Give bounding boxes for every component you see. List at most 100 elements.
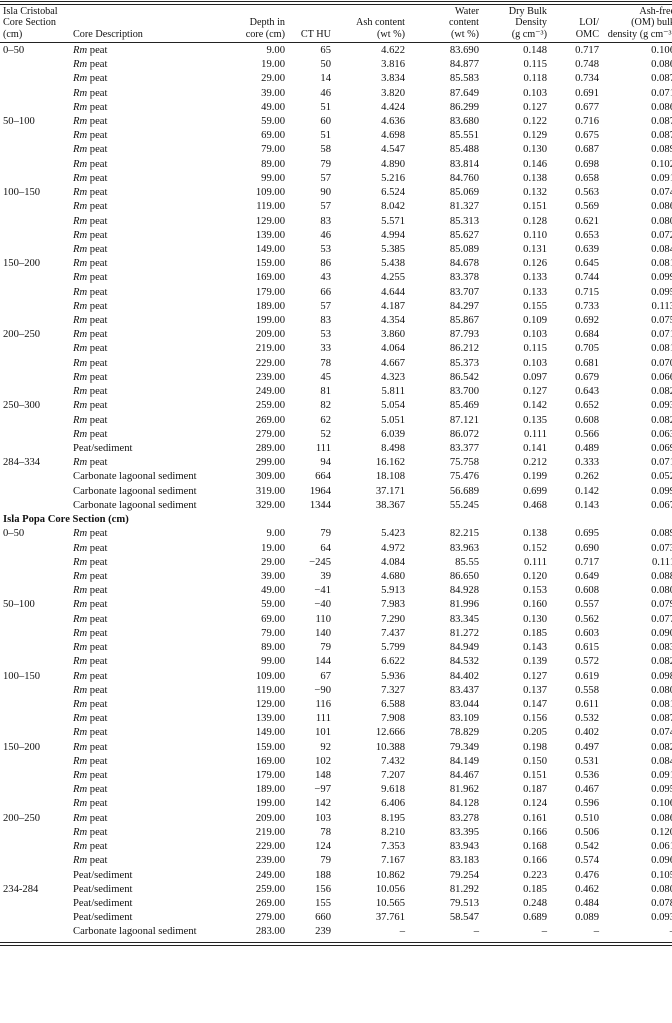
cell-ash-free: 0.095	[651, 286, 672, 298]
cell-loi-omc: 0.542	[575, 841, 599, 853]
cell-dry-bulk: 0.147	[523, 698, 547, 710]
cell-depth: 269.00	[255, 414, 285, 426]
table-row: Rm peat 229.00 124 7.353 83.943 0.168 0.542 0.0…	[0, 840, 672, 854]
description-text: Rm peat	[73, 329, 108, 341]
cell-ash-free: 0.078	[651, 898, 672, 910]
cell-section	[0, 172, 70, 186]
cell-loi-omc: 0.262	[575, 471, 599, 483]
description-text: Rm peat	[73, 428, 108, 440]
cell-dry-bulk: 0.155	[523, 300, 547, 312]
cell-ash-free: 0.113	[651, 300, 672, 312]
cell-depth: 299.00	[255, 457, 285, 469]
cell-water: 85.313	[449, 215, 479, 227]
table-row: Rm peat 169.00 102 7.432 84.149 0.150 0.531 0.0…	[0, 755, 672, 769]
cell-description: Rm peat	[70, 598, 224, 612]
description-text: Rm peat	[73, 656, 108, 668]
cell-ash-free: 0.080	[651, 684, 672, 696]
cell-section	[0, 755, 70, 769]
cell-ash-free: 0.086	[651, 59, 672, 71]
cell-water: 81.327	[449, 201, 479, 213]
cell-loi-omc: 0.557	[575, 599, 599, 611]
cell-water: 79.349	[449, 741, 479, 753]
header-depth: Depth in core (cm)	[245, 17, 285, 40]
cell-depth: 179.00	[255, 770, 285, 782]
cell-description: Rm peat	[70, 698, 224, 712]
top-rule-outer	[0, 1, 672, 2]
bottom-rule-inner	[0, 942, 672, 943]
cell-ash-free: 0.096	[651, 855, 672, 867]
cell-ct-hu: 1344	[309, 499, 331, 511]
cell-section	[0, 485, 70, 499]
table-row: 150–200 Rm peat 159.00 86 5.438 84.678 0.126 0.…	[0, 257, 672, 271]
cell-dry-bulk: 0.138	[523, 528, 547, 540]
description-text: Rm peat	[73, 585, 108, 597]
cell-section	[0, 684, 70, 698]
cell-ash: 7.167	[381, 855, 405, 867]
cell-ash-free: 0.106	[651, 44, 672, 56]
cell-loi-omc: 0.687	[575, 144, 599, 156]
cell-dry-bulk: 0.103	[523, 329, 547, 341]
table-row: Rm peat 219.00 78 8.210 83.395 0.166 0.506 0.12…	[0, 826, 672, 840]
cell-ct-hu: 111	[315, 443, 331, 455]
description-text: Rm peat	[73, 457, 108, 469]
cell-depth: 9.00	[266, 44, 285, 56]
cell-loi-omc: 0.497	[575, 741, 599, 753]
cell-section: 50–100	[3, 115, 35, 127]
cell-ct-hu: 1964	[309, 485, 331, 497]
cell-ash: 5.438	[381, 258, 405, 270]
cell-ash-free: 0.084	[651, 755, 672, 767]
cell-description: Rm peat	[70, 271, 224, 285]
cell-ash-free: 0.088	[651, 570, 672, 582]
cell-water: 75.758	[449, 457, 479, 469]
cell-section	[0, 271, 70, 285]
cell-depth: 309.00	[255, 471, 285, 483]
cell-ash: 10.565	[375, 898, 405, 910]
cell-depth: 279.00	[255, 912, 285, 924]
table-row: 50–100 Rm peat 59.00 −40 7.983 81.996 0.160 0.5…	[0, 598, 672, 612]
cell-section	[0, 371, 70, 385]
cell-section: 0–50	[3, 44, 25, 56]
table-row: Peat/sediment 289.00 111 8.498 83.377 0.141 0.…	[0, 442, 672, 456]
cell-ash: 9.618	[381, 784, 405, 796]
cell-ash: 4.680	[381, 570, 405, 582]
cell-section	[0, 385, 70, 399]
cell-water: 84.949	[449, 642, 479, 654]
cell-ct-hu: 57	[320, 201, 331, 213]
table-row: Rm peat 119.00 57 8.042 81.327 0.151 0.569 0.08…	[0, 200, 672, 214]
cell-loi-omc: 0.715	[575, 286, 599, 298]
cell-water: 55.245	[449, 499, 479, 511]
cell-ash-free: 0.111	[651, 556, 672, 568]
cell-dry-bulk: 0.122	[523, 115, 547, 127]
cell-section	[0, 698, 70, 712]
cell-ct-hu: 86	[320, 258, 331, 270]
cell-description: Rm peat	[70, 371, 224, 385]
cell-water: 56.689	[449, 485, 479, 497]
cell-water: 85.373	[449, 357, 479, 369]
description-text: Rm peat	[73, 243, 108, 255]
cell-ash-free: 0.099	[651, 485, 672, 497]
cell-water: 84.467	[449, 770, 479, 782]
cell-description: Rm peat	[70, 542, 224, 556]
cell-ash: 5.913	[381, 585, 405, 597]
cell-ash: 6.406	[381, 798, 405, 810]
cell-ash: 5.216	[381, 172, 405, 184]
cell-section	[0, 357, 70, 371]
cell-depth: 229.00	[255, 841, 285, 853]
cell-ash: 8.195	[381, 812, 405, 824]
description-text: Rm peat	[73, 670, 108, 682]
cell-depth: 169.00	[255, 755, 285, 767]
cell-description: Rm peat	[70, 684, 224, 698]
cell-loi-omc: 0.089	[575, 912, 599, 924]
cell-loi-omc: 0.643	[575, 386, 599, 398]
cell-section: 150–200	[3, 258, 41, 270]
cell-ash: 7.437	[381, 627, 405, 639]
cell-ct-hu: 39	[320, 570, 331, 582]
cell-dry-bulk: 0.689	[523, 912, 547, 924]
cell-loi-omc: 0.489	[575, 443, 599, 455]
description-text: Rm peat	[73, 855, 108, 867]
cell-loi-omc: 0.506	[575, 826, 599, 838]
description-text: Rm peat	[73, 784, 108, 796]
cell-ash-free: 0.105	[651, 869, 672, 881]
cell-loi-omc: 0.748	[575, 59, 599, 71]
cell-loi-omc: 0.675	[575, 130, 599, 142]
